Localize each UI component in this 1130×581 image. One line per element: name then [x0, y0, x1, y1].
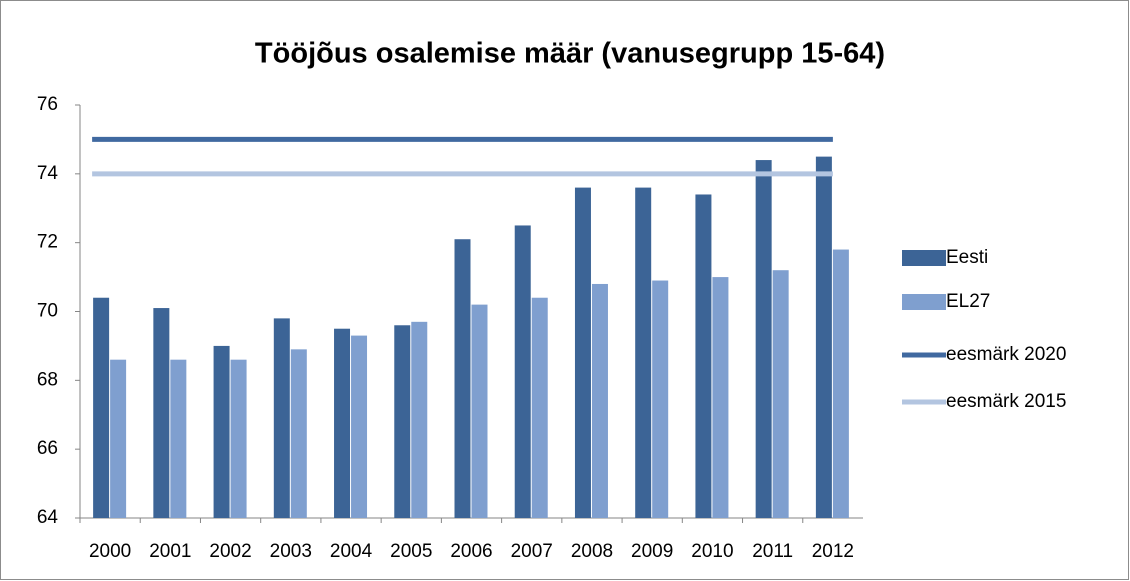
x-tick-label: 2003: [270, 541, 312, 562]
legend-swatch: [902, 294, 946, 310]
bar: [772, 270, 789, 518]
bar: [454, 239, 471, 518]
bar: [832, 249, 849, 519]
y-tick-label: 72: [37, 232, 58, 253]
x-tick-label: 2006: [450, 541, 492, 562]
legend-label: eesmärk 2020: [946, 344, 1066, 365]
x-tick-label: 2010: [691, 541, 733, 562]
y-tick-label: 66: [37, 438, 58, 459]
y-tick-label: 76: [37, 94, 58, 115]
bar: [153, 308, 170, 518]
x-tick-label: 2009: [631, 541, 673, 562]
bar: [531, 297, 548, 518]
legend-label: Eesti: [946, 247, 988, 268]
bar: [213, 345, 230, 518]
x-tick-label: 2012: [812, 541, 854, 562]
bar: [334, 328, 351, 518]
bar: [635, 187, 652, 518]
x-tick-label: 2011: [752, 541, 793, 562]
bar: [394, 325, 411, 518]
bar: [695, 194, 712, 518]
x-tick-label: 2001: [149, 541, 191, 562]
bar: [170, 359, 187, 518]
bar: [471, 304, 488, 518]
x-tick-label: 2008: [571, 541, 613, 562]
x-tick-label: 2000: [89, 541, 131, 562]
x-tick-label: 2004: [330, 541, 373, 562]
bar: [712, 277, 729, 518]
y-tick-label: 70: [37, 301, 58, 322]
x-tick-label: 2007: [511, 541, 553, 562]
bar: [591, 283, 608, 518]
bar: [411, 321, 428, 518]
x-tick-label: 2002: [209, 541, 251, 562]
bar: [815, 156, 832, 518]
bar: [351, 335, 368, 518]
x-tick-label: 2005: [390, 541, 432, 562]
chart-title: Tööjõus osalemise määr (vanusegrupp 15-6…: [255, 38, 885, 70]
y-tick-label: 64: [37, 507, 59, 528]
bar: [230, 359, 247, 518]
legend-swatch: [902, 250, 946, 266]
bar: [273, 318, 290, 518]
y-tick-label: 68: [37, 369, 58, 390]
bar: [574, 187, 591, 518]
legend-label: eesmärk 2015: [946, 391, 1066, 412]
y-tick-label: 74: [37, 163, 59, 184]
bar: [652, 280, 669, 518]
bar: [93, 297, 110, 518]
bar: [110, 359, 127, 518]
bar: [755, 160, 772, 519]
bar: [514, 225, 531, 519]
bar: [290, 349, 307, 518]
legend-label: EL27: [946, 291, 990, 312]
